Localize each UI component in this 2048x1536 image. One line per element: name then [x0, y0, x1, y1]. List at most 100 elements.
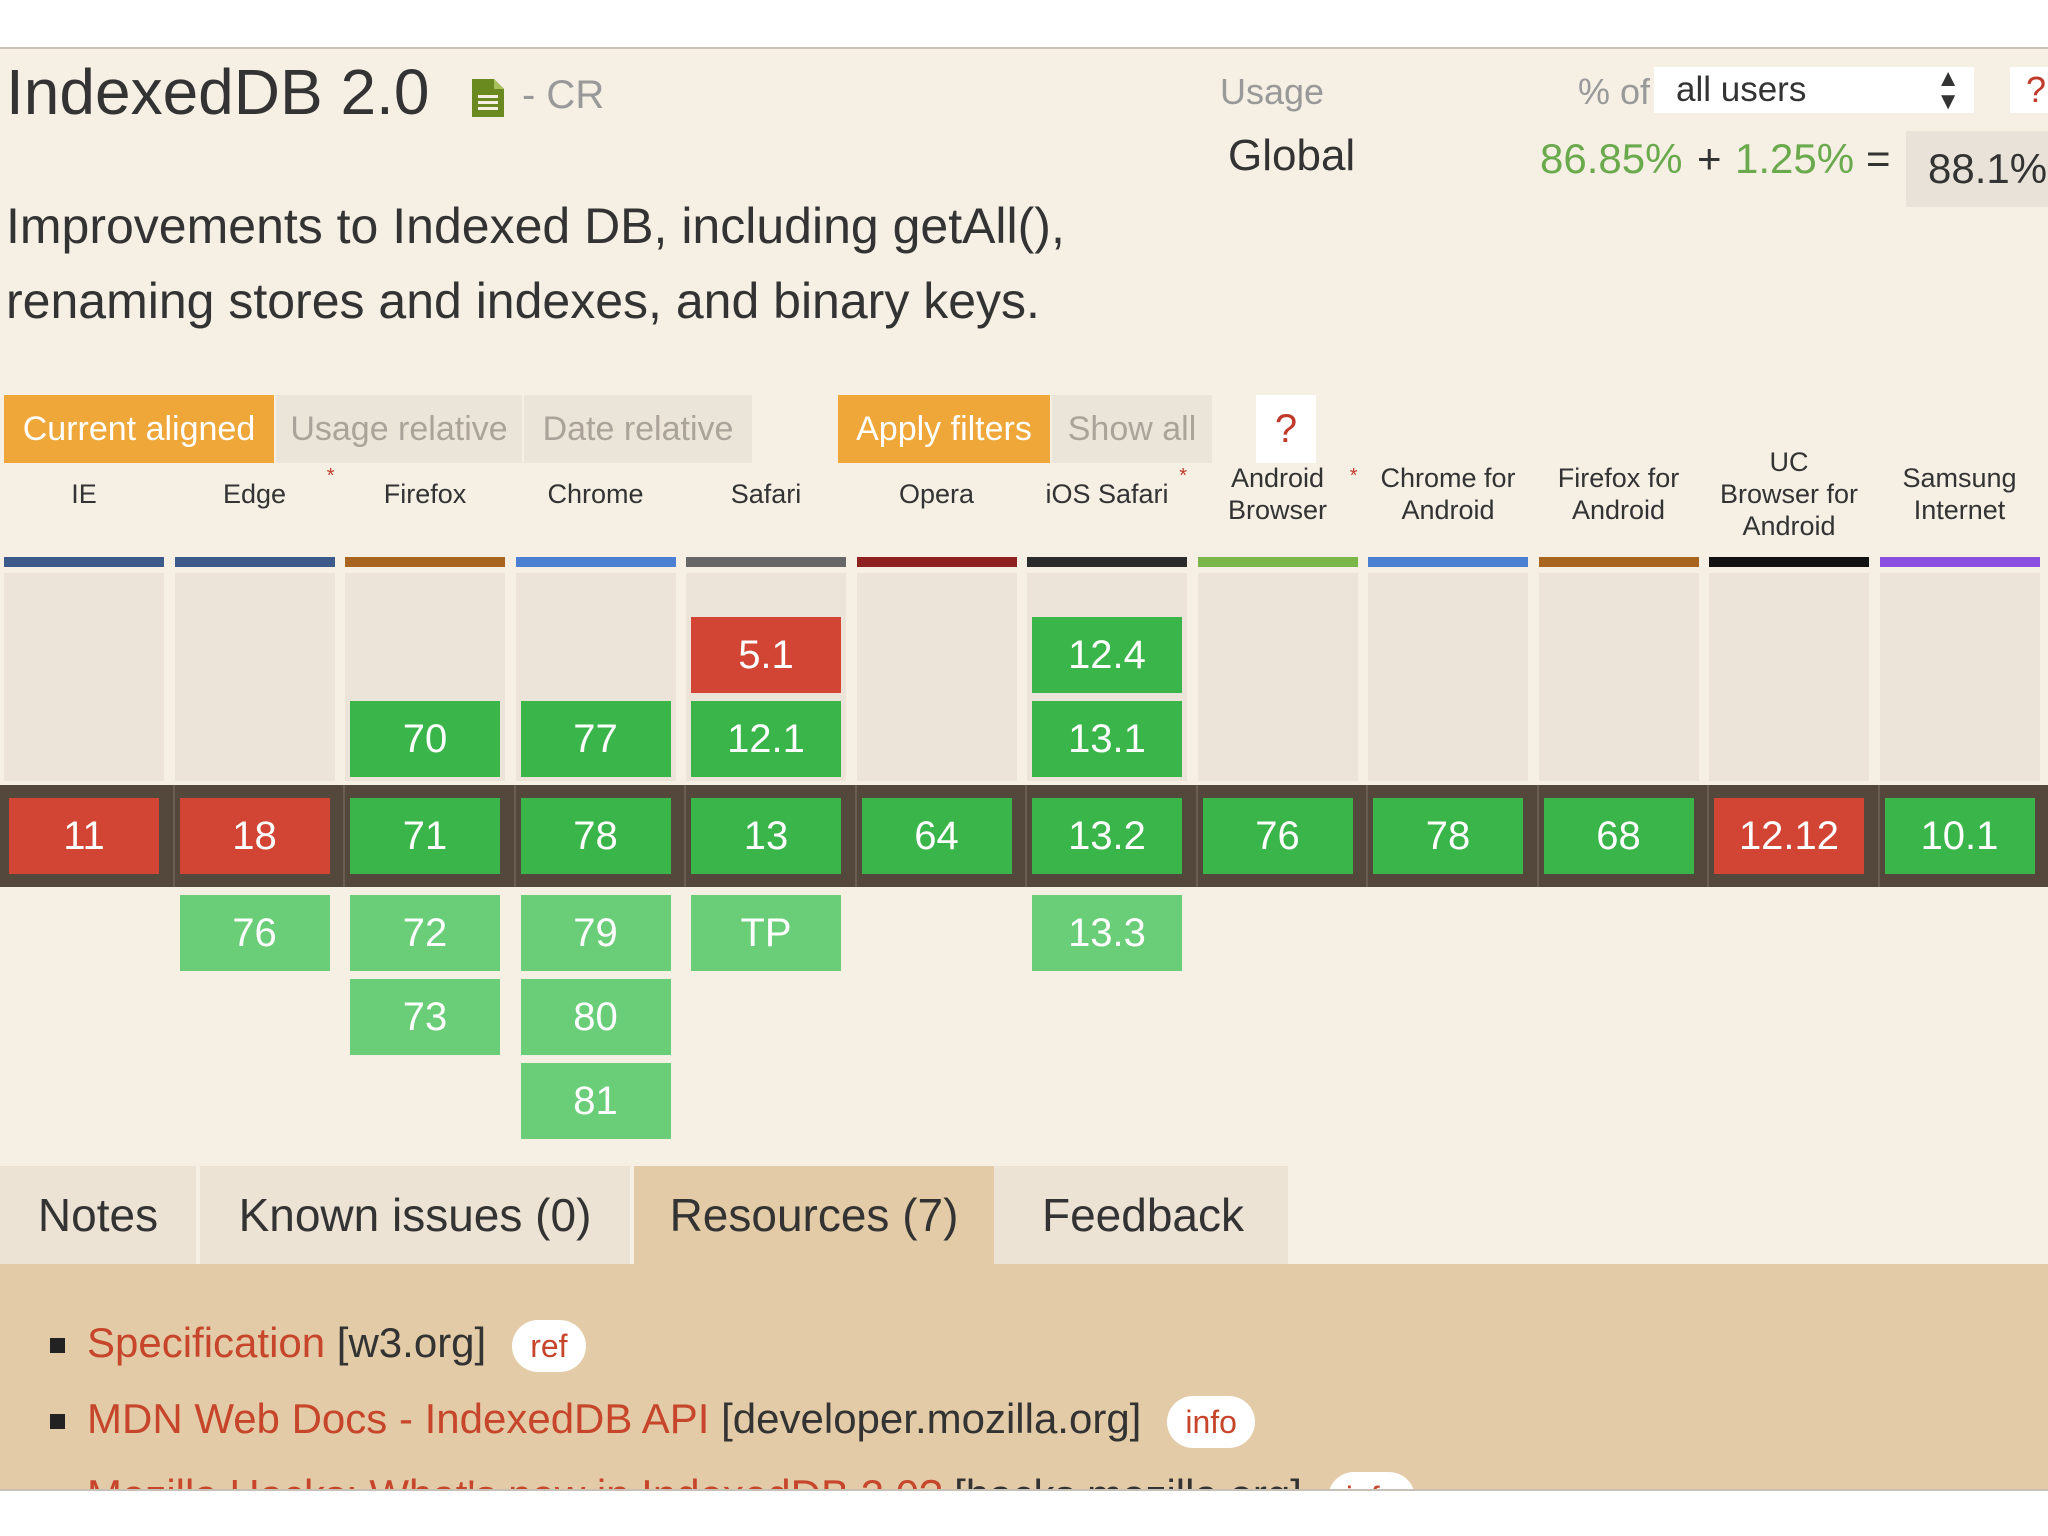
browser-name-label: Opera [898, 479, 975, 509]
column-divider [1195, 785, 1198, 887]
resource-link[interactable]: Mozilla Hacks: What's new in IndexedDB 2… [87, 1471, 942, 1489]
past-version-cell[interactable]: 70 [350, 701, 500, 777]
past-versions-column [1879, 573, 2040, 781]
current-version-cell[interactable]: 11 [9, 798, 159, 874]
past-versions-column [174, 573, 335, 781]
resource-item: Specification [w3.org] ref [50, 1319, 586, 1372]
column-divider [513, 785, 516, 887]
past-version-cell[interactable]: 13.1 [1032, 701, 1182, 777]
past-version-cell[interactable]: 77 [520, 701, 671, 777]
global-partial-pct: 1.25% [1735, 135, 1855, 182]
browser-name-label: Android Browser [1227, 463, 1328, 525]
current-version-cell[interactable]: 78 [1373, 798, 1523, 874]
column-divider [1707, 785, 1709, 887]
date-relative-button[interactable]: Date relative [524, 395, 752, 463]
prefix-note-marker: * [1349, 465, 1358, 487]
current-version-cell[interactable]: 13 [691, 798, 841, 874]
resource-domain: [developer.mozilla.org] [709, 1395, 1142, 1442]
usage-relative-button[interactable]: Usage relative [276, 395, 522, 463]
resource-link[interactable]: MDN Web Docs - IndexedDB API [87, 1395, 710, 1442]
resource-item: MDN Web Docs - IndexedDB API [developer.… [50, 1395, 1255, 1448]
past-versions-column [856, 573, 1017, 781]
past-version-cell[interactable]: 12.4 [1032, 617, 1182, 693]
user-scope-select[interactable]: all users ▲ ▼ [1654, 67, 1974, 114]
browser-name-android-browser: Android Browser * [1198, 454, 1358, 534]
resources-panel [0, 1264, 2048, 1489]
global-total-pct: 88.1% [1906, 131, 2048, 207]
past-version-cell[interactable]: 5.1 [691, 617, 841, 693]
future-version-cell[interactable]: TP [691, 895, 841, 971]
resource-badge[interactable]: info [1167, 1395, 1255, 1448]
current-version-cell[interactable]: 18 [179, 798, 330, 874]
current-version-cell[interactable]: 68 [1543, 798, 1694, 874]
browser-color-bar [1027, 557, 1187, 567]
browser-color-bar [1538, 557, 1699, 567]
current-aligned-button[interactable]: Current aligned [4, 395, 274, 463]
future-version-cell[interactable]: 73 [350, 979, 500, 1055]
browser-name-ios-safari: iOS Safari * [1027, 454, 1187, 534]
tab-known[interactable]: Known issues (0) [200, 1166, 636, 1264]
resource-item: Mozilla Hacks: What's new in IndexedDB 2… [50, 1471, 1416, 1491]
browser-color-bar [174, 557, 335, 567]
browser-color-bar [1709, 557, 1869, 567]
browser-color-bar [1879, 557, 2040, 567]
browser-name-edge: Edge * [175, 454, 335, 534]
percent-of-label: % of [1578, 71, 1651, 112]
browser-name-label: Chrome for Android [1380, 463, 1516, 525]
future-version-cell[interactable]: 76 [179, 895, 330, 971]
past-versions-column [4, 573, 164, 781]
show-all-button[interactable]: Show all [1052, 395, 1212, 463]
future-version-cell[interactable]: 80 [520, 979, 671, 1055]
resource-link[interactable]: Specification [87, 1319, 326, 1366]
current-version-cell[interactable]: 78 [520, 798, 671, 874]
column-divider [1366, 785, 1368, 887]
tab-feedback[interactable]: Feedback [998, 1166, 1294, 1264]
browser-name-label: Edge [222, 479, 287, 509]
future-version-cell[interactable]: 81 [520, 1063, 671, 1139]
resource-domain: [hacks.mozilla.org] [942, 1471, 1302, 1489]
column-divider [854, 785, 857, 887]
bullet-icon [50, 1490, 65, 1491]
column-divider [1025, 785, 1027, 887]
current-version-cell[interactable]: 10.1 [1884, 798, 2035, 874]
resource-badge[interactable]: ref [512, 1319, 586, 1372]
resource-badge[interactable]: info [1327, 1471, 1416, 1489]
future-version-cell[interactable]: 72 [350, 895, 500, 971]
global-supported-pct: 86.85% [1540, 135, 1683, 182]
resource-domain: [w3.org] [325, 1319, 487, 1366]
browser-color-bar [1197, 557, 1358, 567]
browser-name-safari: Safari [686, 454, 846, 534]
past-versions-column [1197, 573, 1358, 781]
current-version-cell[interactable]: 71 [350, 798, 500, 874]
browser-name-label: Safari [730, 479, 802, 509]
tab-notes[interactable]: Notes [0, 1166, 202, 1264]
future-version-cell[interactable]: 13.3 [1032, 895, 1182, 971]
browser-color-bar [1368, 557, 1528, 567]
prefix-note-marker: * [1179, 465, 1187, 487]
browser-color-bar [856, 557, 1017, 567]
past-version-cell[interactable]: 12.1 [691, 701, 841, 777]
browser-name-firefox: Firefox [345, 454, 505, 534]
future-version-cell[interactable]: 79 [520, 895, 671, 971]
past-versions-column [1709, 573, 1869, 781]
user-scope-value: all users [1676, 70, 1807, 109]
current-version-cell[interactable]: 76 [1202, 798, 1353, 874]
browser-name-label: UC Browser for Android [1719, 447, 1859, 541]
column-divider [1536, 785, 1539, 887]
apply-filters-button[interactable]: Apply filters [838, 395, 1050, 463]
spec-status[interactable]: - CR [522, 73, 605, 117]
browser-name-uc-browser-for-android: UC Browser for Android [1709, 447, 1869, 541]
filters-help-button[interactable]: ? [1256, 395, 1316, 463]
prefix-note-marker: * [326, 465, 335, 487]
current-version-cell[interactable]: 13.2 [1032, 798, 1182, 874]
column-divider [684, 785, 686, 887]
current-version-cell[interactable]: 64 [861, 798, 1012, 874]
current-version-cell[interactable]: 12.12 [1714, 798, 1864, 874]
usage-label: Usage [1220, 71, 1325, 112]
browser-name-firefox-for-android: Firefox for Android [1539, 454, 1699, 534]
column-divider [172, 785, 175, 887]
usage-help-button[interactable]: ? [2010, 67, 2048, 113]
document-icon[interactable] [470, 77, 506, 119]
tab-resources[interactable]: Resources (7) [634, 1166, 994, 1264]
plus-sign: + [1697, 135, 1722, 182]
